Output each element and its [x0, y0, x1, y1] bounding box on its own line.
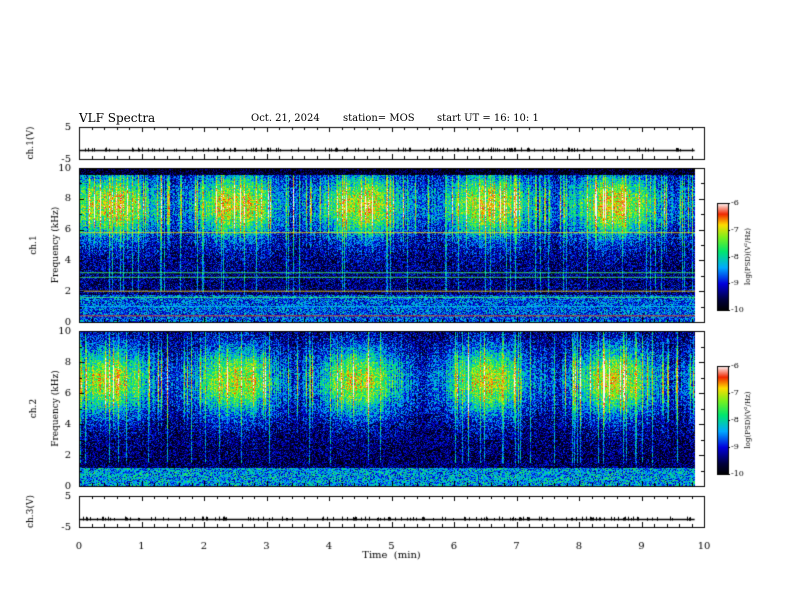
start-time-label: start UT = 16: 10: 1 — [437, 113, 539, 124]
chart-title: VLF Spectra — [79, 111, 156, 125]
date-label: Oct. 21, 2024 — [251, 113, 320, 124]
station-label: station= MOS — [343, 113, 415, 124]
